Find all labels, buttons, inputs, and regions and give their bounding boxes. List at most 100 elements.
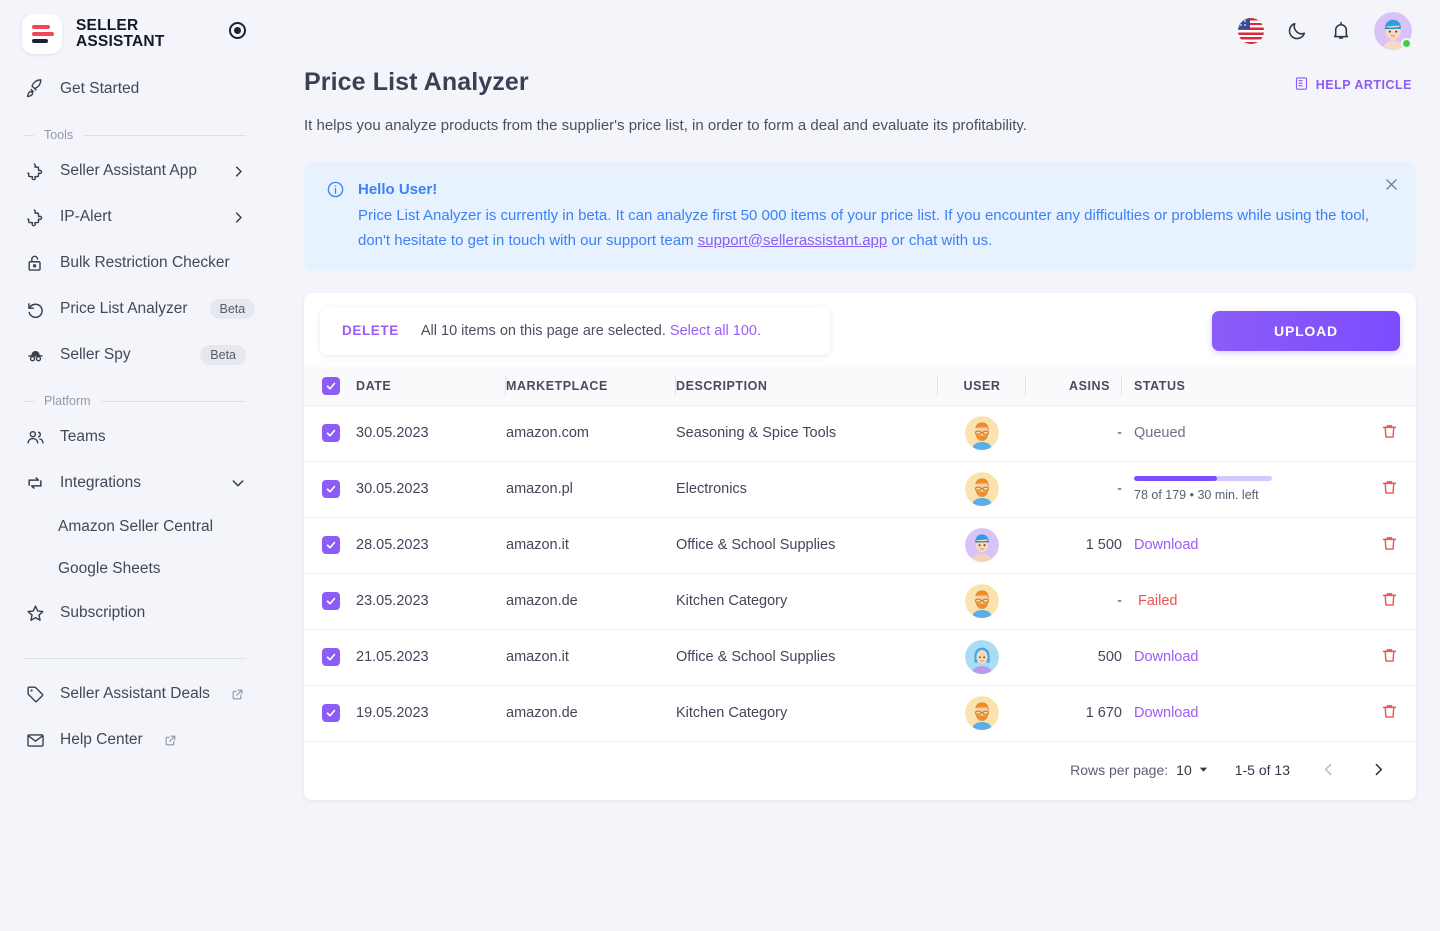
rows-per-page-label: Rows per page: (1070, 761, 1169, 778)
cell-asins: - (1026, 461, 1122, 518)
next-page-button[interactable] (1366, 758, 1390, 782)
cell-user (938, 685, 1026, 742)
section-label: Tools (44, 128, 74, 142)
chevron-right-icon (231, 164, 246, 179)
avatar-orange-beard-icon (965, 584, 999, 619)
upload-button[interactable]: UPLOAD (1212, 310, 1400, 351)
sidebar-item-google-sheets[interactable]: Google Sheets (0, 548, 268, 590)
brand-line-1: SELLER (76, 16, 139, 34)
spy-icon (24, 344, 46, 366)
rocket-icon (24, 78, 46, 100)
table-row[interactable]: 28.05.2023 amazon.it Office & School Sup… (304, 517, 1416, 574)
cell-user (938, 461, 1026, 518)
help-article-label: HELP ARTICLE (1315, 78, 1412, 92)
cell-status: Download (1122, 629, 1354, 686)
sidebar-item-seller-spy[interactable]: Seller Spy Beta (0, 332, 268, 378)
chevron-right-icon (231, 210, 246, 225)
cell-description: Electronics (676, 461, 938, 518)
table-row[interactable]: 30.05.2023 amazon.pl Electronics (304, 461, 1416, 518)
previous-page-button[interactable] (1316, 758, 1340, 782)
sidebar-item-label: Integrations (60, 474, 141, 491)
sidebar-item-bulk-restriction-checker[interactable]: Bulk Restriction Checker (0, 240, 268, 286)
sidebar-item-ip-alert[interactable]: IP-Alert (0, 194, 268, 240)
us-flag-icon[interactable] (1238, 18, 1264, 44)
sidebar-item-help-center[interactable]: Help Center (0, 717, 268, 763)
header-description[interactable]: DESCRIPTION (676, 366, 938, 406)
sidebar-item-seller-assistant-deals[interactable]: Seller Assistant Deals (0, 671, 268, 717)
table-row[interactable]: 30.05.2023 amazon.com Seasoning & Spice … (304, 405, 1416, 462)
delete-row-icon[interactable] (1380, 590, 1399, 609)
brand-text: SELLER ASSISTANT (76, 16, 165, 51)
header-marketplace[interactable]: MARKETPLACE (506, 366, 676, 406)
delete-row-icon[interactable] (1380, 534, 1399, 553)
row-checkbox[interactable] (322, 480, 340, 499)
avatar-orange-beard-icon (965, 696, 999, 731)
header-date[interactable]: DATE (356, 366, 506, 406)
row-checkbox-cell (304, 573, 356, 630)
sidebar-subitem-label: Google Sheets (58, 560, 161, 577)
sidebar-item-label: Seller Assistant Deals (60, 685, 210, 702)
cell-asins: 500 (1026, 629, 1122, 686)
sidebar-item-get-started[interactable]: Get Started (0, 66, 268, 112)
main-content: Price List Analyzer HELP ARTICLE It help… (268, 0, 1440, 931)
cell-date: 21.05.2023 (356, 629, 506, 686)
sidebar-item-price-list-analyzer[interactable]: Price List Analyzer Beta (0, 286, 268, 332)
sidebar-item-label: IP-Alert (60, 208, 112, 225)
cell-asins: 1 500 (1026, 517, 1122, 574)
delete-button[interactable]: DELETE (342, 323, 399, 339)
sidebar-collapse-toggle-icon[interactable] (229, 22, 246, 39)
rows-per-page-value: 10 (1176, 761, 1192, 778)
table-row[interactable]: 19.05.2023 amazon.de Kitchen Category (304, 685, 1416, 742)
row-checkbox[interactable] (322, 704, 340, 723)
download-link[interactable]: Download (1134, 705, 1199, 722)
selection-bar: DELETE All 10 items on this page are sel… (320, 306, 830, 355)
avatar[interactable] (1374, 12, 1412, 50)
delete-row-icon[interactable] (1380, 702, 1399, 721)
rows-per-page: Rows per page: 10 (1070, 762, 1209, 778)
moon-icon[interactable] (1286, 20, 1308, 42)
chevron-down-icon (1198, 762, 1209, 778)
cell-marketplace: amazon.it (506, 517, 676, 574)
download-link[interactable]: Download (1134, 649, 1199, 666)
support-email-link[interactable]: support@sellerassistant.app (697, 231, 888, 249)
select-all-link[interactable]: Select all 100. (669, 322, 762, 339)
header-status[interactable]: STATUS (1122, 366, 1354, 406)
sidebar-item-integrations[interactable]: Integrations (0, 460, 268, 506)
brand[interactable]: SELLER ASSISTANT (0, 0, 268, 66)
header-user[interactable]: USER (938, 366, 1026, 406)
rows-per-page-select[interactable]: 10 (1176, 762, 1209, 778)
people-icon (24, 426, 46, 448)
help-article-link[interactable]: HELP ARTICLE (1294, 68, 1412, 94)
row-checkbox[interactable] (322, 536, 340, 555)
table-row[interactable]: 21.05.2023 amazon.it Office & School Sup… (304, 629, 1416, 686)
cell-delete (1354, 629, 1416, 686)
bell-icon[interactable] (1330, 20, 1352, 42)
select-all-checkbox[interactable] (322, 376, 340, 395)
table-row[interactable]: 23.05.2023 amazon.de Kitchen Category (304, 573, 1416, 630)
sidebar-item-label: Help Center (60, 731, 143, 748)
sidebar-item-seller-assistant-app[interactable]: Seller Assistant App (0, 148, 268, 194)
delete-row-icon[interactable] (1380, 646, 1399, 665)
download-link[interactable]: Download (1134, 537, 1199, 554)
page-subtitle: It helps you analyze products from the s… (304, 117, 1027, 134)
cell-date: 23.05.2023 (356, 573, 506, 630)
row-checkbox[interactable] (322, 592, 340, 611)
sidebar-item-label: Seller Spy (60, 346, 131, 363)
cell-marketplace: amazon.de (506, 685, 676, 742)
cell-description: Seasoning & Spice Tools (676, 405, 938, 462)
page-title: Price List Analyzer (304, 68, 529, 96)
row-checkbox[interactable] (322, 424, 340, 443)
row-checkbox[interactable] (322, 648, 340, 667)
sidebar-item-amazon-seller-central[interactable]: Amazon Seller Central (0, 506, 268, 548)
close-icon[interactable] (1383, 176, 1400, 193)
delete-row-icon[interactable] (1380, 478, 1399, 497)
star-icon (24, 602, 46, 624)
sidebar-item-subscription[interactable]: Subscription (0, 590, 268, 636)
avatar-orange-beard-icon (965, 472, 999, 507)
sidebar-item-label: Price List Analyzer (60, 300, 188, 317)
sidebar-item-teams[interactable]: Teams (0, 414, 268, 460)
delete-row-icon[interactable] (1380, 422, 1399, 441)
cell-status: Download (1122, 517, 1354, 574)
header-asins[interactable]: ASINS (1026, 366, 1122, 406)
